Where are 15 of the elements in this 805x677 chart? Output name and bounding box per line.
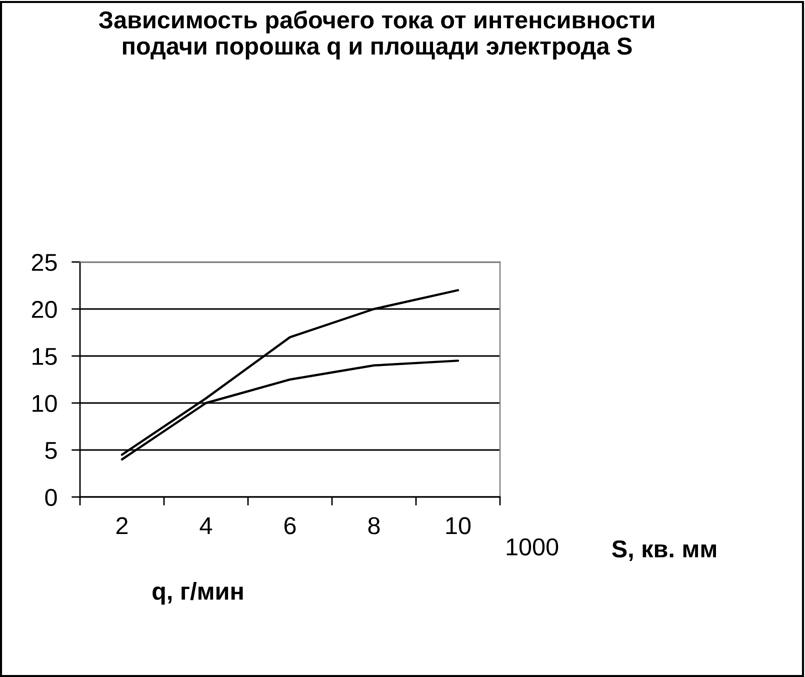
x-axis-title: q, г/мин — [152, 582, 243, 605]
x-tick-label: 2 — [116, 517, 128, 534]
y-tick-label: 10 — [32, 394, 57, 412]
x-tick-label: 4 — [200, 517, 212, 534]
y-tick-label: 5 — [45, 442, 57, 460]
y-tick-label: 20 — [32, 300, 57, 318]
x-tick-label: 10 — [446, 517, 471, 534]
y-tick-label: 15 — [32, 348, 57, 366]
y-tick-label: 0 — [45, 488, 57, 506]
x-tick-label: 8 — [368, 517, 380, 534]
legend-title: S, кв. мм — [612, 540, 716, 562]
x-tick-label: 6 — [284, 517, 296, 534]
y-tick-label: 25 — [32, 254, 57, 272]
text: 1000 — [506, 538, 558, 556]
chart-title: Зависимость рабочего тока от интенсивности подачи порошка q и площади электрода S — [98, 10, 654, 60]
